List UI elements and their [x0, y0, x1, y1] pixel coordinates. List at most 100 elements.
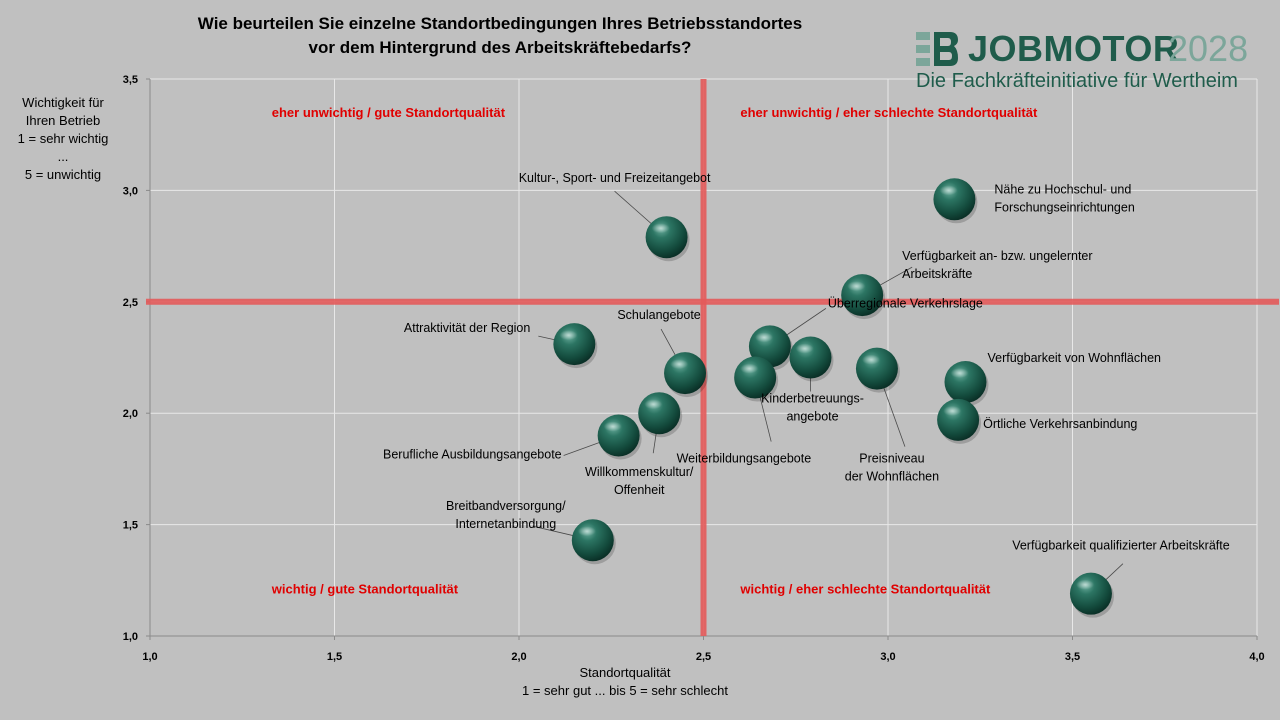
data-label-line: der Wohnflächen — [845, 470, 939, 484]
data-point — [789, 336, 832, 379]
data-label: Preisniveau der Wohnflächen — [845, 452, 939, 484]
data-point — [944, 361, 987, 404]
chart-title: Wie beurteilen Sie einzelne Standortbedi… — [140, 12, 860, 60]
quadrant-dividers — [146, 79, 1279, 636]
data-point — [664, 352, 707, 395]
y-tick-label: 2,0 — [123, 408, 138, 420]
data-label: Willkommenskultur/Offenheit — [585, 465, 694, 497]
bubble-highlight — [670, 359, 689, 370]
y-tick-label: 1,5 — [123, 520, 138, 532]
data-point — [855, 347, 898, 390]
data-label: Überregionale Verkehrslage — [828, 296, 983, 310]
bubble-highlight — [559, 330, 578, 341]
data-label: Attraktivität der Region — [404, 321, 530, 335]
bubble-highlight — [754, 332, 773, 343]
x-tick-label: 1,5 — [327, 651, 342, 663]
data-label-line: Verfügbarkeit von Wohnflächen — [987, 351, 1161, 365]
data-label-line: Kultur-, Sport- und Freizeitangebot — [519, 171, 711, 185]
x-tick-label: 2,0 — [511, 651, 526, 663]
data-label-line: Berufliche Ausbildungsangebote — [383, 447, 562, 461]
bubble-highlight — [1075, 579, 1094, 590]
bubble-highlight — [943, 405, 962, 416]
x-tick-label: 2,5 — [696, 651, 711, 663]
y-tick-label: 3,5 — [123, 74, 138, 86]
y-axis-label-line: 1 = sehr wichtig — [17, 131, 109, 146]
y-tick-label: 1,0 — [123, 631, 138, 643]
bubble-highlight — [861, 354, 880, 365]
data-label: Verfügbarkeit qualifizierter Arbeitskräf… — [1012, 539, 1230, 553]
data-label-line: Willkommenskultur/ — [585, 465, 694, 479]
y-tick-label: 3,0 — [123, 185, 138, 197]
data-points — [553, 178, 1114, 618]
bubble-highlight — [740, 363, 759, 374]
data-point — [937, 398, 980, 441]
chart-title-line1: Wie beurteilen Sie einzelne Standortbedi… — [197, 14, 803, 33]
data-label: Nähe zu Hochschul- und Forschungseinricht… — [994, 182, 1134, 214]
data-point — [1069, 572, 1112, 615]
x-axis-label-line: Standortqualität — [579, 665, 671, 680]
data-point — [553, 323, 596, 366]
data-label: Örtliche Verkehrsanbindung — [983, 417, 1137, 431]
data-label-line: Breitbandversorgung/ — [446, 499, 566, 513]
chart-title-line2: vor dem Hintergrund des Arbeitskräftebed… — [308, 38, 692, 57]
data-label-line: Örtliche Verkehrsanbindung — [983, 417, 1137, 431]
x-tick-label: 1,0 — [142, 651, 157, 663]
data-label: Berufliche Ausbildungsangebote — [383, 447, 562, 461]
data-point — [638, 392, 681, 435]
data-label-line: angebote — [786, 410, 838, 424]
logo-year: 2028 — [1168, 28, 1249, 69]
y-axis-label-line: Ihren Betrieb — [25, 113, 101, 128]
data-label: Kinderbetreuungs-angebote — [761, 392, 864, 424]
bubble-highlight — [950, 368, 969, 379]
x-axis-label: Standortqualität 1 = sehr gut ... bis 5 … — [470, 664, 780, 700]
x-tick-label: 4,0 — [1249, 651, 1264, 663]
data-label: Weiterbildungsangebote — [677, 452, 812, 466]
data-label-line: Forschungseinrichtungen — [994, 200, 1134, 214]
data-label: Breitbandversorgung/Internetanbindung — [446, 499, 566, 531]
data-label-line: Verfügbarkeit an- bzw. ungelernter — [902, 249, 1092, 263]
logo-mark-icon — [916, 32, 958, 66]
data-label-line: Überregionale Verkehrslage — [828, 296, 983, 310]
logo-subtitle: Die Fachkräfteinitiative für Wertheim — [916, 70, 1238, 92]
bubble-highlight — [847, 281, 866, 292]
quadrant-label-bottom-right: wichtig / eher schlechte Standortqualitä… — [739, 582, 991, 597]
data-label-line: Arbeitskräfte — [902, 267, 972, 281]
bubble-highlight — [651, 223, 670, 234]
data-label-line: Preisniveau — [859, 452, 924, 466]
data-label-line: Schulangebote — [617, 308, 700, 322]
data-point — [645, 216, 688, 259]
axes: 1,0 1,5 2,0 2,5 3,0 3,5 4,0 1,0 1,5 2,0 2,5 3,0 3,5 — [123, 74, 1265, 663]
x-tick-label: 3,5 — [1065, 651, 1080, 663]
point-labels: Kultur-, Sport- und Freizeitangebot Nähe … — [383, 171, 1230, 552]
data-point — [571, 519, 614, 562]
data-point — [597, 414, 640, 457]
quadrant-labels: eher unwichtig / gute Standortqualität eh… — [271, 105, 1038, 597]
data-label-line: Offenheit — [614, 483, 665, 497]
data-label-line: Weiterbildungsangebote — [677, 452, 812, 466]
data-label-line: Kinderbetreuungs- — [761, 392, 864, 406]
data-label-line: Nähe zu Hochschul- und — [994, 182, 1131, 196]
y-axis-label-line: 5 = unwichtig — [24, 167, 102, 182]
logo-word: JOBMOTOR — [968, 28, 1180, 69]
quadrant-label-bottom-left: wichtig / gute Standortqualität — [271, 582, 459, 597]
bubble-highlight — [644, 399, 663, 410]
data-label: Kultur-, Sport- und Freizeitangebot — [519, 171, 711, 185]
y-axis-label-line: ... — [57, 149, 69, 164]
x-tick-label: 3,0 — [880, 651, 895, 663]
data-label-line: Internetanbindung — [455, 517, 556, 531]
y-axis-label: Wichtigkeit für Ihren Betrieb 1 = sehr w… — [10, 94, 116, 184]
quadrant-label-top-right: eher unwichtig / eher schlechte Standort… — [740, 105, 1038, 120]
bubble-highlight — [939, 185, 958, 196]
quadrant-label-top-left: eher unwichtig / gute Standortqualität — [272, 105, 506, 120]
y-axis-label-line: Wichtigkeit für — [22, 95, 104, 110]
data-label: Schulangebote — [617, 308, 700, 322]
data-label: Verfügbarkeit von Wohnflächen — [987, 351, 1161, 365]
data-label-line: Attraktivität der Region — [404, 321, 530, 335]
data-point — [933, 178, 976, 221]
bubble-highlight — [603, 421, 622, 432]
data-label-line: Verfügbarkeit qualifizierter Arbeitskräf… — [1012, 539, 1230, 553]
bubble-highlight — [577, 526, 596, 537]
bubble-highlight — [795, 343, 814, 354]
y-tick-label: 2,5 — [123, 297, 138, 309]
